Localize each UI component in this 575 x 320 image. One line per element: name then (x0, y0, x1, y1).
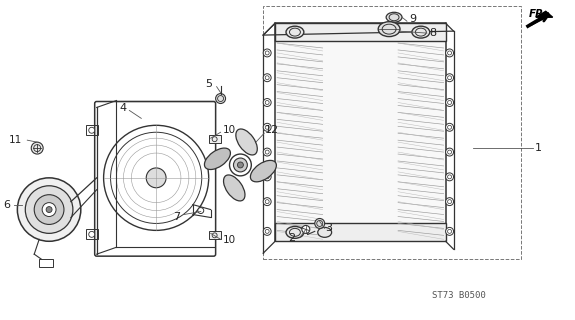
Bar (209, 231, 221, 239)
Circle shape (263, 228, 271, 235)
Ellipse shape (412, 26, 430, 38)
Ellipse shape (236, 129, 257, 155)
Circle shape (89, 231, 95, 237)
Circle shape (315, 219, 325, 228)
Text: 2: 2 (288, 233, 295, 243)
Text: 9: 9 (409, 14, 416, 24)
Ellipse shape (250, 160, 277, 182)
Circle shape (263, 198, 271, 206)
Bar (275, 23, 446, 41)
Bar (209, 135, 221, 143)
Circle shape (263, 123, 271, 131)
Text: ST73 B0500: ST73 B0500 (432, 291, 485, 300)
Circle shape (446, 49, 454, 57)
Bar (86, 125, 98, 135)
Polygon shape (536, 11, 553, 17)
Text: 4: 4 (119, 103, 126, 114)
Ellipse shape (286, 227, 304, 238)
Text: 12: 12 (265, 125, 279, 135)
Circle shape (46, 207, 52, 212)
Circle shape (198, 208, 204, 213)
Text: 1: 1 (535, 143, 542, 153)
Bar (86, 229, 98, 239)
Circle shape (31, 142, 43, 154)
Text: 10: 10 (223, 235, 236, 245)
Ellipse shape (224, 175, 245, 201)
Circle shape (34, 195, 64, 224)
Circle shape (446, 198, 454, 206)
Circle shape (263, 74, 271, 82)
Bar (263, 6, 521, 259)
Ellipse shape (318, 228, 332, 237)
Bar (275, 23, 446, 241)
Text: 6: 6 (3, 200, 10, 210)
Circle shape (446, 99, 454, 107)
Text: 3: 3 (325, 223, 333, 233)
Ellipse shape (378, 22, 400, 36)
Ellipse shape (286, 26, 304, 38)
Text: 11: 11 (9, 135, 22, 145)
Circle shape (89, 127, 95, 133)
Circle shape (25, 186, 73, 233)
Circle shape (446, 228, 454, 235)
Circle shape (17, 178, 81, 241)
Circle shape (216, 93, 225, 103)
Bar (275, 223, 446, 241)
Circle shape (263, 49, 271, 57)
Circle shape (237, 162, 243, 168)
Circle shape (42, 203, 56, 217)
Circle shape (229, 154, 251, 176)
Circle shape (446, 148, 454, 156)
Circle shape (263, 173, 271, 181)
Circle shape (446, 173, 454, 181)
Ellipse shape (205, 148, 231, 170)
Text: 7: 7 (173, 212, 180, 221)
Bar (39, 259, 53, 267)
Circle shape (263, 148, 271, 156)
Circle shape (302, 225, 310, 233)
Circle shape (263, 99, 271, 107)
Ellipse shape (386, 12, 402, 22)
Text: 8: 8 (429, 28, 436, 38)
Circle shape (446, 123, 454, 131)
Circle shape (146, 168, 166, 188)
Circle shape (446, 74, 454, 82)
Text: 10: 10 (223, 125, 236, 135)
Circle shape (233, 158, 247, 172)
Text: 5: 5 (206, 79, 213, 89)
Text: FR.: FR. (529, 9, 549, 19)
